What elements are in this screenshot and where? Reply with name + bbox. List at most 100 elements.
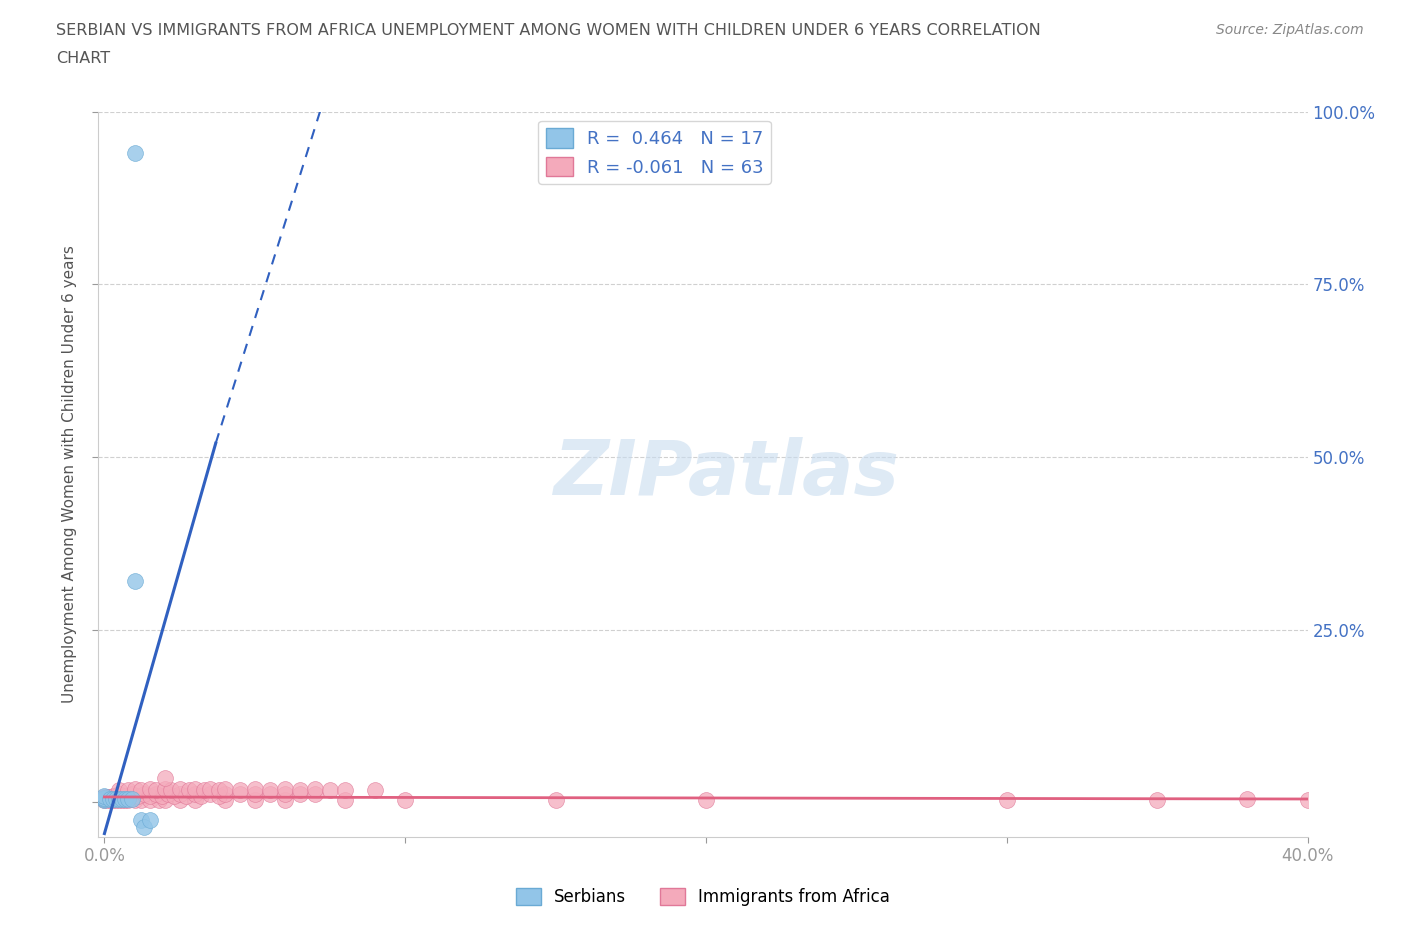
Point xyxy=(145,787,167,802)
Point xyxy=(129,812,152,827)
Point xyxy=(274,781,297,796)
Point xyxy=(156,787,179,802)
Text: Source: ZipAtlas.com: Source: ZipAtlas.com xyxy=(1216,23,1364,37)
Point xyxy=(1146,792,1168,807)
Point xyxy=(145,782,167,797)
Point xyxy=(108,782,131,797)
Y-axis label: Unemployment Among Women with Children Under 6 years: Unemployment Among Women with Children U… xyxy=(62,246,77,703)
Point xyxy=(100,793,122,808)
Point xyxy=(1236,791,1258,806)
Legend: R =  0.464   N = 17, R = -0.061   N = 63: R = 0.464 N = 17, R = -0.061 N = 63 xyxy=(538,121,770,184)
Point xyxy=(111,791,134,806)
Point xyxy=(108,791,131,806)
Point xyxy=(108,792,131,807)
Text: CHART: CHART xyxy=(56,51,110,66)
Point xyxy=(117,791,139,806)
Point xyxy=(124,574,146,589)
Point xyxy=(132,819,155,834)
Point xyxy=(114,792,136,807)
Point xyxy=(127,788,149,803)
Point xyxy=(105,791,128,806)
Point xyxy=(93,791,115,806)
Point xyxy=(103,792,125,807)
Point xyxy=(394,792,416,807)
Point xyxy=(103,788,125,803)
Point xyxy=(96,792,118,807)
Point xyxy=(333,782,356,797)
Point xyxy=(105,793,128,808)
Point xyxy=(695,792,717,807)
Point xyxy=(153,771,176,786)
Point xyxy=(148,793,170,808)
Point xyxy=(208,782,231,797)
Point xyxy=(93,793,115,808)
Point xyxy=(121,787,143,802)
Point xyxy=(229,782,252,797)
Point xyxy=(129,793,152,808)
Point xyxy=(288,782,311,797)
Point xyxy=(214,781,236,796)
Point xyxy=(229,787,252,802)
Point xyxy=(995,792,1018,807)
Point xyxy=(138,812,160,827)
Point xyxy=(243,787,266,802)
Point xyxy=(174,788,197,803)
Point xyxy=(100,791,122,806)
Point xyxy=(93,791,115,806)
Point xyxy=(274,792,297,807)
Point xyxy=(198,781,221,796)
Text: SERBIAN VS IMMIGRANTS FROM AFRICA UNEMPLOYMENT AMONG WOMEN WITH CHILDREN UNDER 6: SERBIAN VS IMMIGRANTS FROM AFRICA UNEMPL… xyxy=(56,23,1040,38)
Point xyxy=(108,787,131,802)
Point xyxy=(193,782,215,797)
Point xyxy=(138,781,160,796)
Point xyxy=(114,788,136,803)
Point xyxy=(243,792,266,807)
Point xyxy=(259,787,281,802)
Point xyxy=(138,788,160,803)
Point xyxy=(121,791,143,806)
Point xyxy=(117,793,139,808)
Point xyxy=(333,792,356,807)
Point xyxy=(1296,792,1319,807)
Point xyxy=(304,781,326,796)
Point xyxy=(124,792,146,807)
Point xyxy=(208,788,231,803)
Point xyxy=(183,781,205,796)
Point xyxy=(169,793,191,808)
Point xyxy=(153,781,176,796)
Point xyxy=(132,787,155,802)
Point xyxy=(124,146,146,161)
Point xyxy=(288,787,311,802)
Point xyxy=(93,790,115,804)
Point xyxy=(159,782,181,797)
Point xyxy=(214,787,236,802)
Point xyxy=(319,782,342,797)
Point xyxy=(214,793,236,808)
Point xyxy=(190,788,212,803)
Point xyxy=(169,781,191,796)
Point xyxy=(93,793,115,808)
Point xyxy=(364,782,387,797)
Point xyxy=(183,787,205,802)
Legend: Serbians, Immigrants from Africa: Serbians, Immigrants from Africa xyxy=(509,881,897,912)
Point xyxy=(129,782,152,797)
Point xyxy=(103,791,125,806)
Point xyxy=(259,782,281,797)
Point xyxy=(124,781,146,796)
Point xyxy=(169,787,191,802)
Point xyxy=(304,787,326,802)
Point xyxy=(138,792,160,807)
Point xyxy=(114,791,136,806)
Point xyxy=(274,787,297,802)
Point xyxy=(198,787,221,802)
Point xyxy=(93,790,115,805)
Point xyxy=(150,788,173,803)
Point xyxy=(153,792,176,807)
Point xyxy=(243,781,266,796)
Point xyxy=(96,790,118,804)
Text: ZIPatlas: ZIPatlas xyxy=(554,437,900,512)
Point xyxy=(177,782,200,797)
Point xyxy=(111,793,134,808)
Point xyxy=(183,792,205,807)
Point xyxy=(93,789,115,804)
